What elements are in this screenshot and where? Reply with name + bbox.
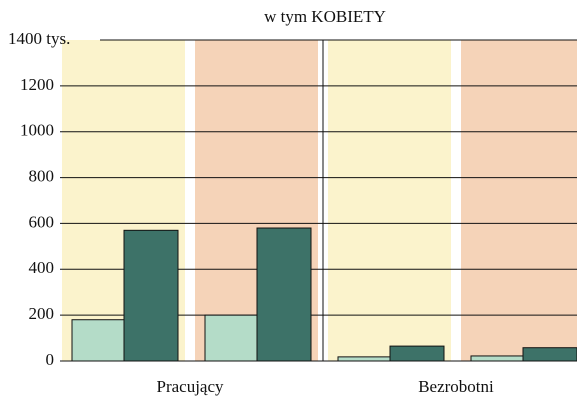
bar (71, 319, 125, 362)
group-label: Pracujący (156, 377, 224, 396)
plot-background (62, 40, 577, 361)
bar (123, 229, 179, 362)
bar (204, 314, 258, 362)
bar (337, 356, 391, 362)
y-tick-label: 1000 (20, 121, 54, 140)
y-tick-label: 0 (46, 350, 55, 369)
bar (470, 355, 524, 362)
y-tick-label: 400 (29, 258, 55, 277)
background-band (328, 40, 451, 361)
y-tick-label: 800 (29, 166, 55, 185)
y-tick-label: 600 (29, 212, 55, 231)
y-tick-label: 1400 tys. (8, 29, 70, 48)
group-label: Bezrobotni (418, 377, 494, 396)
y-tick-label: 200 (29, 304, 55, 323)
chart-title: w tym KOBIETY (264, 7, 386, 26)
bar (256, 227, 312, 362)
y-tick-label: 1200 (20, 75, 54, 94)
background-band (461, 40, 577, 361)
bar (522, 347, 577, 362)
bar (389, 345, 445, 362)
